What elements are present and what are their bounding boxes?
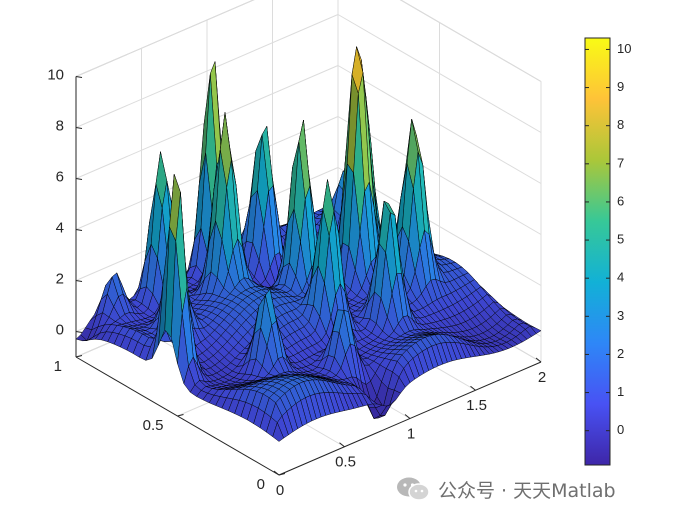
colorbar-tick-label: 10 bbox=[617, 41, 631, 56]
colorbar-tick-label: 7 bbox=[617, 155, 624, 170]
x-tick-label: 0.5 bbox=[335, 454, 356, 471]
z-tick-mark bbox=[75, 331, 83, 333]
z-tick-label: 6 bbox=[56, 168, 64, 185]
y-tick-label: 0.5 bbox=[143, 417, 164, 434]
x-tick-mark bbox=[404, 414, 411, 419]
x-tick-label: 1.5 bbox=[466, 397, 487, 414]
y-axis: 00.51 bbox=[54, 355, 286, 493]
x-tick-mark bbox=[535, 357, 542, 363]
z-axis: 0 2 4 6 8 10 bbox=[47, 66, 83, 357]
colorbar-gradient bbox=[584, 37, 611, 466]
z-tick-mark bbox=[75, 280, 83, 282]
z-tick-label: 10 bbox=[47, 66, 64, 83]
z-tick-label: 0 bbox=[56, 321, 64, 338]
watermark-text: 公众号 · 天天Matlab bbox=[438, 479, 616, 502]
colorbar-tick-label: 0 bbox=[617, 422, 624, 437]
colorbar-tick-label: 5 bbox=[617, 232, 624, 247]
x-tick-label: 2 bbox=[538, 369, 546, 386]
x-tick-label: 0 bbox=[276, 482, 284, 499]
wechat-logo-icon bbox=[397, 477, 430, 501]
colorbar-tick-label: 6 bbox=[617, 193, 624, 208]
z-tick-mark bbox=[75, 178, 83, 180]
colorbar-tick-label: 2 bbox=[617, 346, 624, 361]
colorbar: 0 1 2 3 4 5 6 7 8 9 10 bbox=[584, 37, 631, 466]
x-tick-mark bbox=[339, 442, 345, 448]
y-tick-mark bbox=[177, 414, 184, 417]
watermark: 公众号 · 天天Matlab bbox=[396, 475, 616, 503]
z-tick-mark bbox=[75, 76, 83, 78]
colorbar-tick-label: 9 bbox=[617, 79, 624, 94]
x-tick-label: 1 bbox=[407, 425, 415, 442]
y-tick-label: 1 bbox=[54, 358, 62, 375]
z-tick-label: 8 bbox=[56, 117, 64, 134]
x-tick-mark bbox=[470, 385, 476, 391]
z-tick-label: 2 bbox=[56, 270, 64, 287]
colorbar-tick-label: 3 bbox=[617, 308, 624, 323]
z-tick-label: 4 bbox=[56, 219, 64, 236]
y-tick-label: 0 bbox=[257, 476, 265, 493]
x-axis: 0 0.5 1 1.5 2 bbox=[273, 357, 546, 499]
colorbar-tick-label: 4 bbox=[617, 270, 624, 285]
surface-patch bbox=[272, 421, 284, 442]
colorbar-tick-label: 1 bbox=[617, 384, 624, 399]
z-tick-mark bbox=[75, 127, 83, 129]
colorbar-tick-label: 8 bbox=[617, 117, 624, 132]
y-tick-mark bbox=[278, 473, 286, 476]
y-tick-mark bbox=[75, 355, 83, 358]
z-tick-mark bbox=[75, 229, 83, 231]
surface-mesh bbox=[75, 46, 542, 442]
